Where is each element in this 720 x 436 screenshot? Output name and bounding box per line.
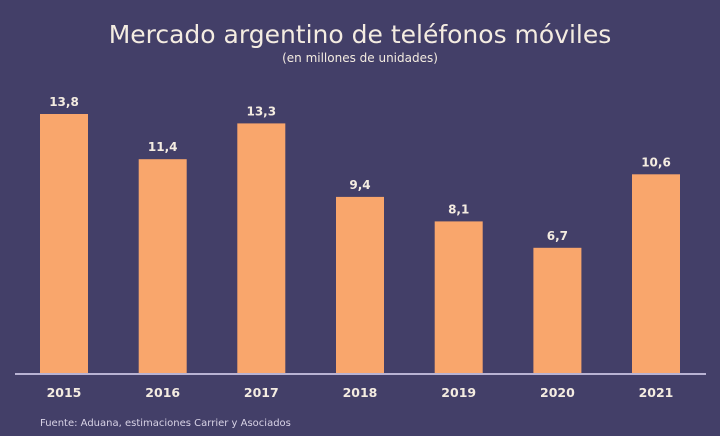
x-tick-2018: 2018 (343, 385, 378, 400)
x-tick-2019: 2019 (441, 385, 476, 400)
bar-2020 (533, 247, 582, 374)
value-label-2019: 8,1 (448, 202, 469, 216)
value-label-2020: 6,7 (547, 229, 568, 243)
x-tick-2015: 2015 (47, 385, 82, 400)
x-tick-2021: 2021 (639, 385, 674, 400)
bar-2017 (237, 123, 286, 375)
bar-2015 (40, 114, 88, 374)
bars-group: 13,8 11,4 13,3 9,4 8,1 6,7 10,6 (40, 95, 680, 375)
x-tick-2020: 2020 (540, 385, 575, 400)
value-label-2016: 11,4 (148, 140, 178, 154)
x-tick-labels: 2015 2016 2017 2018 2019 2020 2021 (47, 385, 674, 400)
value-label-2021: 10,6 (641, 155, 671, 169)
bar-2021 (632, 174, 680, 374)
value-label-2018: 9,4 (349, 178, 370, 192)
chart-subtitle: (en millones de unidades) (282, 51, 438, 65)
x-tick-2017: 2017 (244, 385, 279, 400)
x-tick-2016: 2016 (145, 385, 180, 400)
bar-2019 (434, 221, 483, 374)
value-label-2015: 13,8 (49, 95, 79, 109)
value-label-2017: 13,3 (246, 104, 276, 118)
bar-2018 (336, 196, 384, 374)
source-note: Fuente: Aduana, estimaciones Carrier y A… (40, 418, 291, 429)
chart-title: Mercado argentino de teléfonos móviles (109, 20, 612, 49)
bar-2016 (138, 159, 187, 374)
